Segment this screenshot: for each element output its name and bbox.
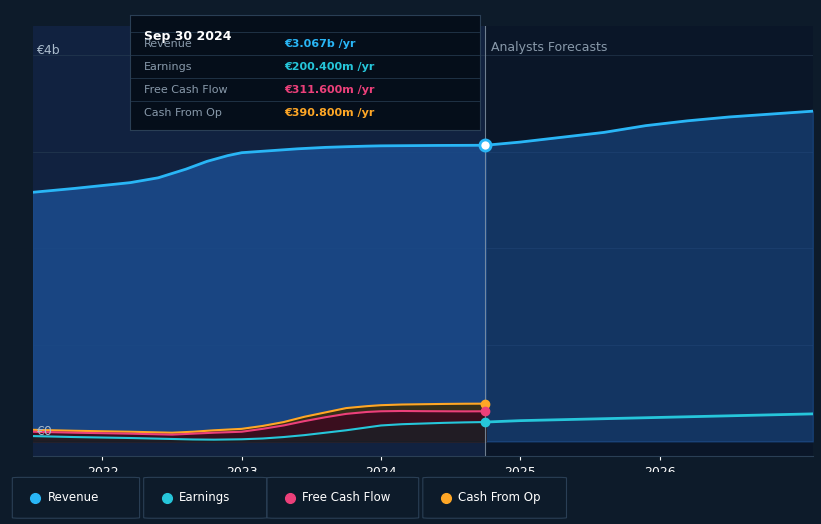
Text: Earnings: Earnings bbox=[144, 62, 192, 72]
Text: Sep 30 2024: Sep 30 2024 bbox=[144, 30, 232, 43]
Text: Cash From Op: Cash From Op bbox=[144, 108, 222, 118]
Text: €311.600m /yr: €311.600m /yr bbox=[284, 85, 374, 95]
Text: Free Cash Flow: Free Cash Flow bbox=[144, 85, 227, 95]
Text: Revenue: Revenue bbox=[48, 492, 99, 504]
Text: Revenue: Revenue bbox=[144, 39, 193, 49]
Text: €3.067b /yr: €3.067b /yr bbox=[284, 39, 355, 49]
Text: Analysts Forecasts: Analysts Forecasts bbox=[491, 41, 608, 53]
Bar bbox=[33, 26, 485, 456]
Text: €390.800m /yr: €390.800m /yr bbox=[284, 108, 374, 118]
Text: €0: €0 bbox=[35, 425, 52, 439]
Text: Free Cash Flow: Free Cash Flow bbox=[302, 492, 391, 504]
Text: Past: Past bbox=[454, 41, 480, 53]
Text: €4b: €4b bbox=[35, 44, 59, 57]
Text: €200.400m /yr: €200.400m /yr bbox=[284, 62, 374, 72]
Bar bbox=[485, 26, 813, 456]
Text: Earnings: Earnings bbox=[179, 492, 231, 504]
Text: Cash From Op: Cash From Op bbox=[458, 492, 540, 504]
